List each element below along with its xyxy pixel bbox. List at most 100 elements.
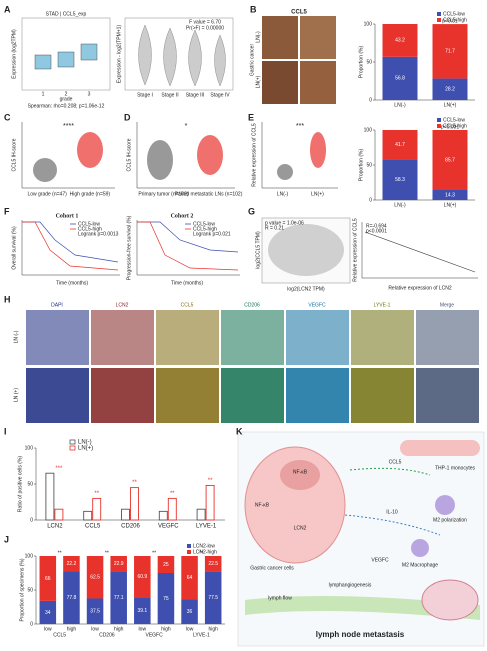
bar-segment bbox=[63, 571, 80, 624]
label: **** bbox=[63, 123, 74, 130]
data-label: 22.5 bbox=[208, 561, 218, 567]
data-label: 22.2 bbox=[67, 561, 77, 567]
legend-label: LN(-) bbox=[78, 440, 92, 446]
x-tick-label: low bbox=[186, 626, 194, 632]
y-tick-label: 0 bbox=[30, 621, 33, 627]
label: *** bbox=[296, 123, 304, 130]
x-tick-label: LYVE-1 bbox=[196, 524, 217, 530]
label: Relative expression of CCL5 bbox=[251, 123, 257, 187]
label: lymph node metastasis bbox=[316, 630, 405, 639]
data-label: 34 bbox=[45, 610, 51, 616]
bar-segment bbox=[432, 189, 468, 200]
y-tick-label: 0 bbox=[369, 97, 372, 103]
plot-frame bbox=[21, 17, 111, 91]
significance: ** bbox=[170, 491, 175, 497]
x-tick-label: low bbox=[91, 626, 99, 632]
label: Time (months) bbox=[56, 280, 88, 286]
y-tick-label: 50 bbox=[27, 481, 33, 487]
label: log2(LCN2 TPM) bbox=[287, 286, 325, 292]
data-label: 22.9 bbox=[114, 561, 124, 567]
bar bbox=[158, 510, 168, 521]
label: 2 bbox=[65, 91, 68, 97]
box bbox=[57, 51, 75, 68]
legend-label: LN(+) bbox=[78, 446, 93, 452]
label: 1 bbox=[42, 91, 45, 97]
bar bbox=[54, 508, 64, 521]
label: Gastric cancer cells bbox=[250, 565, 294, 571]
legend-swatch bbox=[187, 550, 191, 554]
panel-label: D bbox=[124, 112, 131, 122]
legend-label: CCL5-high bbox=[443, 17, 467, 23]
label: Pr(>F) = 0.00000 bbox=[186, 25, 224, 31]
vessel bbox=[400, 440, 480, 456]
significance: ** bbox=[208, 478, 213, 484]
data-label: 77.5 bbox=[208, 595, 218, 601]
lymph-node bbox=[421, 579, 479, 621]
legend-swatch bbox=[69, 445, 76, 451]
bar bbox=[83, 510, 93, 521]
box bbox=[34, 54, 52, 70]
legend-swatch bbox=[187, 544, 191, 548]
legend-label: CCL5-low bbox=[193, 221, 215, 227]
x-tick-label: CCL5 bbox=[85, 524, 101, 530]
label: Relative expression of CCL5 bbox=[352, 218, 358, 282]
label: Proportion of specimens (%) bbox=[19, 558, 25, 621]
label: p value = 1.0e-06 bbox=[265, 220, 304, 226]
bar-segment bbox=[204, 571, 222, 624]
ihc-image bbox=[262, 16, 298, 59]
if-image bbox=[351, 368, 414, 423]
legend-label: LCN2-high bbox=[193, 549, 217, 555]
label: VEGFC bbox=[308, 302, 326, 308]
y-tick-label: 0 bbox=[30, 517, 33, 523]
label: LN(+) bbox=[255, 75, 261, 88]
y-tick-label: 50 bbox=[366, 59, 372, 65]
km-curve bbox=[22, 221, 119, 263]
x-tick-label: LN(-) bbox=[394, 102, 406, 108]
bar-segment bbox=[86, 598, 104, 624]
y-tick-label: 100 bbox=[364, 127, 373, 133]
label: F value = 6.70 bbox=[189, 19, 221, 25]
label: Gastric cancer bbox=[249, 44, 255, 77]
regression-line bbox=[364, 231, 476, 273]
label: LN(-) bbox=[277, 191, 289, 197]
label: 3 bbox=[88, 91, 91, 97]
x-tick-label: CD206 bbox=[121, 524, 140, 530]
data-label: 62.5 bbox=[90, 575, 100, 581]
bar-segment bbox=[63, 556, 80, 572]
y-tick-label: 100 bbox=[25, 445, 34, 451]
label: Proportion (%) bbox=[358, 149, 364, 182]
bar-segment bbox=[382, 130, 418, 160]
label: Stage III bbox=[186, 92, 205, 98]
legend-label: CCL5-low bbox=[78, 221, 100, 227]
bar-segment bbox=[181, 556, 198, 600]
label: LCN2 bbox=[294, 525, 307, 531]
if-image bbox=[351, 310, 414, 365]
label: LN(-) bbox=[255, 31, 261, 43]
label: Logrank p=0.021 bbox=[193, 231, 231, 237]
label: CCL5 IH-score bbox=[126, 138, 132, 171]
label: M2 polarization bbox=[433, 517, 467, 523]
legend-swatch bbox=[437, 18, 441, 22]
bar bbox=[130, 487, 139, 521]
bar-segment bbox=[432, 24, 468, 79]
label: CD206 bbox=[244, 302, 260, 308]
label: LN (+) bbox=[13, 388, 19, 402]
label: grade bbox=[60, 96, 73, 102]
label: p<0.01 bbox=[442, 18, 458, 24]
label: Relative expression of LCN2 bbox=[388, 285, 452, 291]
significance: *** bbox=[55, 466, 63, 472]
box bbox=[80, 43, 98, 61]
group-label: CD206 bbox=[99, 632, 115, 638]
x-tick-label: high bbox=[161, 626, 171, 632]
panel-label: C bbox=[4, 112, 11, 122]
label: Cohort 1 bbox=[56, 213, 79, 219]
x-tick-label: high bbox=[114, 626, 124, 632]
group-label: LYVE-1 bbox=[193, 632, 210, 638]
panel-label: G bbox=[248, 206, 255, 216]
label: LN (-) bbox=[13, 330, 19, 343]
label: DAPI bbox=[51, 302, 63, 308]
bar-segment bbox=[382, 24, 418, 57]
bar bbox=[196, 508, 206, 521]
data-label: 28.2 bbox=[445, 87, 455, 93]
if-image bbox=[286, 310, 349, 365]
